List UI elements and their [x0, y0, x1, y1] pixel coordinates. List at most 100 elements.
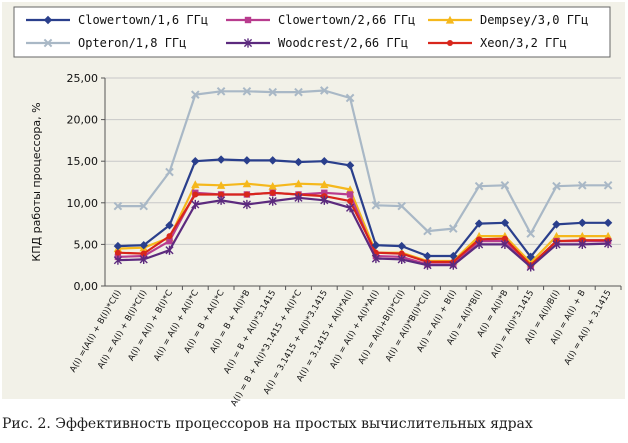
data-point: [449, 260, 458, 270]
data-point: [578, 231, 587, 240]
data-point: [474, 181, 484, 191]
legend: Clowertown/1,6 ГГц Clowertown/2,66 ГГц Dem…: [13, 6, 611, 58]
figure-caption: Рис. 2. Эффективность процессоров на про…: [2, 416, 533, 432]
data-point: [191, 180, 200, 189]
series-0: [113, 155, 613, 262]
legend-label: Xeon/3,2 ГГц: [480, 36, 567, 50]
data-point: [371, 253, 380, 264]
data-point: [397, 201, 407, 211]
data-point: [500, 239, 509, 249]
legend-label: Dempsey/3,0 ГГц: [480, 13, 588, 27]
y-axis-title: КПД работы процессора, %: [30, 102, 43, 261]
data-point: [449, 251, 458, 261]
data-point: [578, 239, 587, 249]
data-point: [165, 245, 174, 255]
data-point: [113, 241, 123, 251]
series-line: [117, 191, 609, 267]
data-point: [603, 218, 613, 227]
data-point: [294, 87, 303, 97]
data-point: [371, 200, 381, 210]
data-point: [216, 181, 226, 189]
data-point: [190, 90, 200, 99]
data-point: [552, 231, 561, 240]
data-point: [423, 251, 432, 261]
data-point: [526, 262, 535, 272]
data-point: [526, 252, 535, 262]
y-tick-label: 10,00: [67, 197, 99, 210]
data-point: [552, 239, 561, 249]
legend-label: Woodcrest/2,66 ГГц: [278, 36, 408, 50]
y-tick-label: 15,00: [67, 155, 99, 168]
y-tick-label: 5,00: [74, 238, 99, 251]
x-tick-label: A(I) = A(I) + B(I)*C(I): [96, 289, 149, 371]
legend-box: [13, 6, 611, 58]
data-point: [423, 226, 432, 236]
data-point: [552, 220, 561, 229]
data-point: [242, 87, 252, 96]
data-point: [268, 87, 278, 97]
data-point: [500, 181, 510, 190]
data-point: [476, 236, 483, 243]
data-point: [139, 241, 148, 250]
data-point: [218, 191, 225, 198]
data-point: [217, 195, 226, 205]
legend-marker: [43, 15, 53, 25]
data-point: [603, 181, 613, 190]
data-point: [242, 156, 252, 165]
data-point: [552, 181, 561, 191]
data-point: [345, 185, 355, 194]
legend-marker: [244, 16, 252, 24]
chart-background: [2, 2, 625, 399]
data-point: [345, 93, 355, 103]
series-line: [117, 182, 609, 264]
data-point: [320, 157, 329, 166]
data-point: [113, 255, 122, 265]
legend-label: Clowertown/2,66 ГГц: [278, 13, 415, 27]
data-point: [268, 181, 277, 190]
data-point: [346, 203, 355, 213]
data-point: [398, 250, 405, 257]
data-point: [140, 250, 147, 257]
data-point: [501, 235, 508, 242]
legend-marker: [447, 40, 453, 46]
data-point: [113, 201, 123, 211]
data-point: [423, 260, 432, 270]
series-4: [113, 193, 613, 272]
data-point: [604, 238, 613, 249]
data-point: [216, 87, 226, 96]
data-point: [294, 179, 303, 188]
data-point: [474, 219, 484, 228]
data-point: [166, 237, 173, 245]
data-point: [397, 241, 406, 251]
data-point: [321, 189, 328, 197]
data-point: [448, 224, 458, 233]
legend-label: Opteron/1,8 ГГц: [78, 36, 186, 50]
x-tick-label: A(I) = A(I) + 3.1415: [563, 289, 614, 367]
data-point: [346, 191, 354, 198]
data-point: [294, 157, 303, 167]
data-point: [500, 218, 510, 227]
data-point: [191, 199, 200, 210]
data-point: [165, 167, 174, 177]
data-point: [242, 179, 252, 188]
data-point: [603, 231, 613, 240]
data-point: [165, 221, 174, 230]
series-line: [117, 196, 609, 268]
data-point: [320, 195, 329, 205]
data-point: [216, 155, 226, 164]
y-tick-label: 20,00: [67, 114, 99, 127]
legend-marker: [243, 38, 253, 48]
series-line: [117, 158, 609, 258]
data-point: [166, 233, 173, 240]
data-point: [397, 254, 406, 264]
data-point: [268, 196, 277, 206]
data-point: [294, 193, 303, 203]
data-point: [139, 254, 148, 264]
data-point: [526, 229, 536, 238]
data-point: [268, 156, 277, 165]
y-tick-label: 25,00: [67, 72, 99, 85]
legend-label: Clowertown/1,6 ГГц: [78, 13, 208, 27]
data-point: [578, 218, 587, 227]
